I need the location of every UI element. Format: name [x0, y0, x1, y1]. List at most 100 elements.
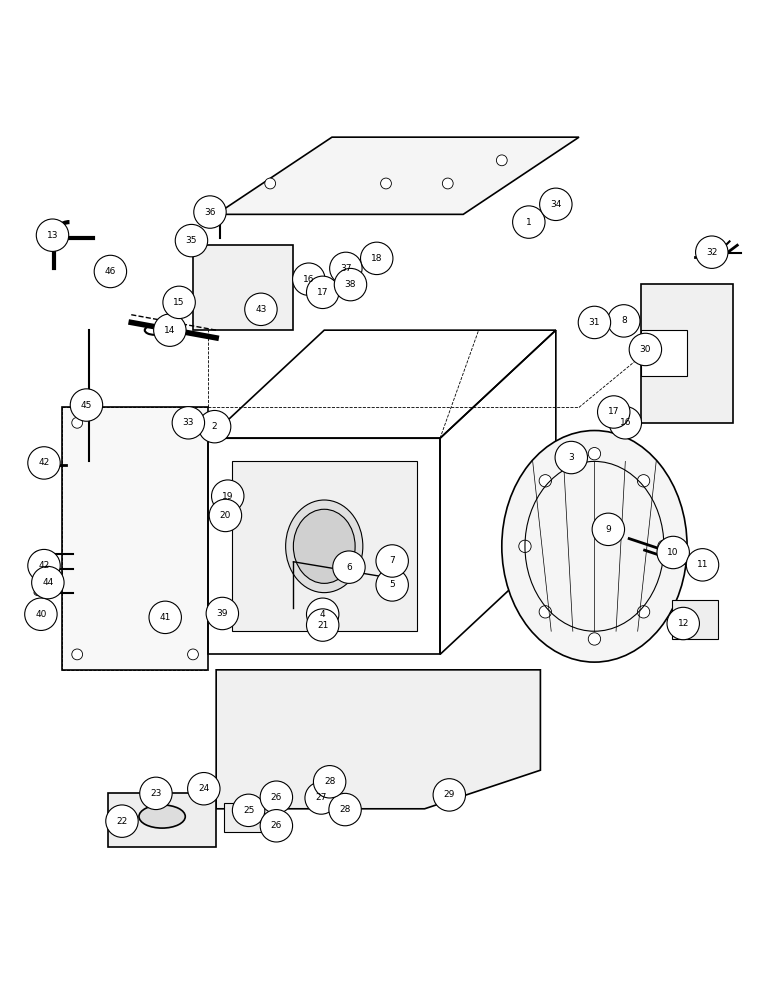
- Text: 6: 6: [346, 563, 352, 572]
- Ellipse shape: [34, 551, 43, 557]
- Text: 7: 7: [389, 556, 395, 565]
- Circle shape: [686, 549, 719, 581]
- Text: 20: 20: [220, 511, 231, 520]
- Polygon shape: [216, 670, 540, 809]
- Circle shape: [598, 396, 630, 428]
- Polygon shape: [672, 600, 718, 639]
- Text: 2: 2: [212, 422, 218, 431]
- Circle shape: [32, 566, 64, 599]
- Circle shape: [638, 475, 650, 487]
- Text: 26: 26: [271, 821, 282, 830]
- Circle shape: [175, 224, 208, 257]
- Circle shape: [376, 545, 408, 577]
- Text: 9: 9: [605, 525, 611, 534]
- Circle shape: [154, 314, 186, 346]
- Circle shape: [305, 782, 337, 814]
- Circle shape: [260, 810, 293, 842]
- Text: 40: 40: [36, 610, 46, 619]
- Text: 44: 44: [42, 578, 53, 587]
- Circle shape: [260, 781, 293, 813]
- Text: 33: 33: [183, 418, 194, 427]
- Text: 17: 17: [608, 407, 619, 416]
- Circle shape: [306, 609, 339, 641]
- Text: 13: 13: [47, 231, 58, 240]
- Text: 42: 42: [39, 561, 49, 570]
- Text: 27: 27: [316, 793, 327, 802]
- Circle shape: [329, 793, 361, 826]
- Circle shape: [657, 536, 689, 569]
- Circle shape: [188, 773, 220, 805]
- Text: 45: 45: [81, 401, 92, 410]
- Circle shape: [608, 305, 640, 337]
- Text: 22: 22: [117, 817, 127, 826]
- Circle shape: [555, 441, 587, 474]
- Circle shape: [198, 410, 231, 443]
- Text: 35: 35: [186, 236, 197, 245]
- Circle shape: [306, 276, 339, 309]
- Text: 41: 41: [160, 613, 171, 622]
- Ellipse shape: [293, 509, 355, 583]
- Circle shape: [149, 601, 181, 634]
- Text: 46: 46: [105, 267, 116, 276]
- Ellipse shape: [313, 605, 327, 614]
- Polygon shape: [232, 461, 417, 631]
- Circle shape: [194, 196, 226, 228]
- Circle shape: [667, 607, 699, 640]
- Text: 36: 36: [205, 208, 215, 217]
- Text: 18: 18: [371, 254, 382, 263]
- Text: 8: 8: [621, 316, 627, 325]
- Text: 4: 4: [320, 610, 326, 619]
- Text: 24: 24: [198, 784, 209, 793]
- Ellipse shape: [371, 244, 385, 261]
- Text: 37: 37: [340, 264, 351, 273]
- Circle shape: [212, 480, 244, 512]
- Circle shape: [381, 178, 391, 189]
- Circle shape: [188, 649, 198, 660]
- Polygon shape: [193, 245, 293, 330]
- Ellipse shape: [306, 273, 315, 284]
- Text: 39: 39: [217, 609, 228, 618]
- Circle shape: [245, 293, 277, 326]
- Text: 25: 25: [243, 806, 254, 815]
- Polygon shape: [216, 137, 579, 214]
- Text: 12: 12: [678, 619, 689, 628]
- Text: 5: 5: [389, 580, 395, 589]
- Circle shape: [72, 417, 83, 428]
- Text: 32: 32: [706, 248, 717, 257]
- Circle shape: [334, 268, 367, 301]
- Circle shape: [539, 475, 551, 487]
- Ellipse shape: [346, 261, 357, 272]
- Text: 42: 42: [39, 458, 49, 467]
- Text: 15: 15: [174, 298, 185, 307]
- Circle shape: [638, 606, 650, 618]
- Circle shape: [72, 649, 83, 660]
- Text: 43: 43: [256, 305, 266, 314]
- Circle shape: [163, 286, 195, 319]
- Circle shape: [496, 155, 507, 166]
- Text: 16: 16: [620, 418, 631, 427]
- Polygon shape: [641, 284, 733, 423]
- Text: 29: 29: [444, 790, 455, 799]
- Ellipse shape: [256, 302, 266, 312]
- Circle shape: [306, 598, 339, 630]
- Ellipse shape: [139, 805, 185, 828]
- Circle shape: [588, 633, 601, 645]
- Circle shape: [293, 263, 325, 295]
- Circle shape: [376, 569, 408, 601]
- Circle shape: [433, 779, 466, 811]
- Text: 19: 19: [222, 492, 233, 501]
- Circle shape: [106, 805, 138, 837]
- Text: 31: 31: [589, 318, 600, 327]
- Text: 21: 21: [317, 621, 328, 630]
- Text: 17: 17: [317, 288, 328, 297]
- Circle shape: [609, 407, 642, 439]
- Circle shape: [442, 178, 453, 189]
- Polygon shape: [224, 803, 278, 832]
- Text: 10: 10: [668, 548, 679, 557]
- Circle shape: [588, 448, 601, 460]
- Circle shape: [172, 407, 205, 439]
- Polygon shape: [108, 793, 216, 847]
- Circle shape: [70, 389, 103, 421]
- Text: 38: 38: [345, 280, 356, 289]
- Polygon shape: [641, 330, 687, 376]
